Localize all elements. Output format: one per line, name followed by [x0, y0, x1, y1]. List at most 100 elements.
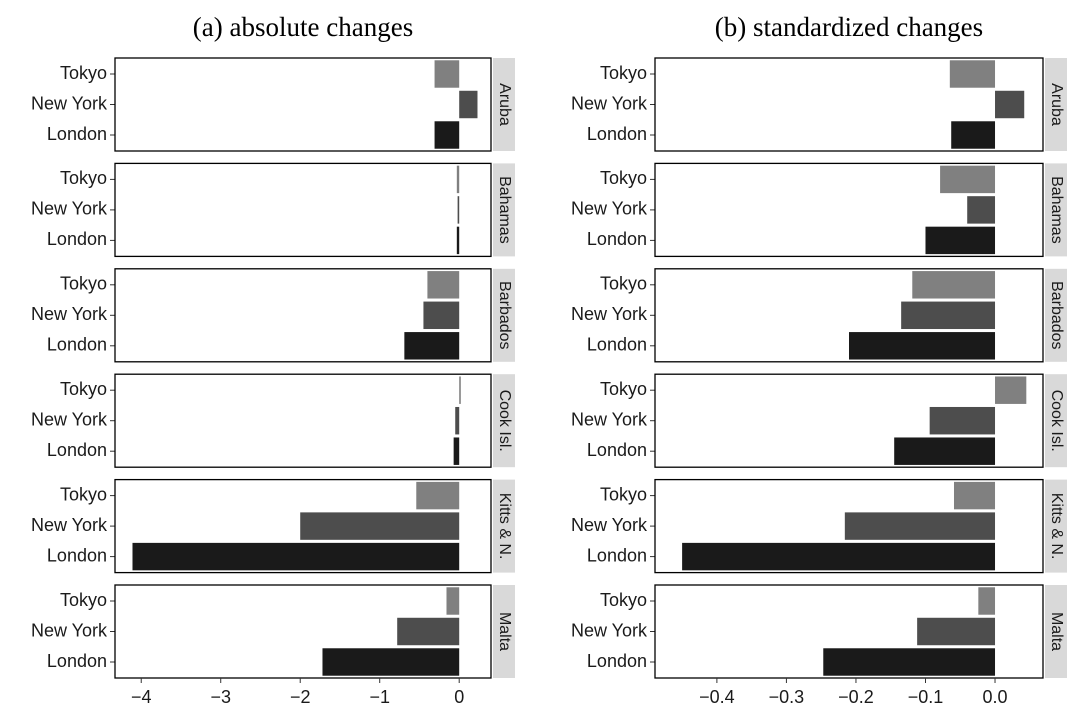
strip [1045, 479, 1067, 573]
y-tick-label: London [587, 440, 647, 460]
bar [917, 617, 996, 646]
bar [453, 437, 460, 465]
y-tick-label: New York [31, 409, 108, 429]
y-tick-label: London [587, 229, 647, 249]
y-tick-label: Tokyo [60, 379, 107, 399]
strip-label: Kitts & N. [1048, 493, 1065, 560]
y-tick-label: Tokyo [600, 484, 647, 504]
bar [132, 542, 460, 571]
y-tick-label: Tokyo [60, 168, 107, 188]
y-tick-label: New York [31, 93, 108, 113]
y-tick-label: London [47, 440, 107, 460]
panel-border [654, 57, 1044, 152]
panel-border [114, 57, 492, 152]
y-tick-label: New York [571, 620, 648, 640]
bar [434, 121, 460, 149]
y-tick-label: New York [571, 409, 648, 429]
y-tick-label: Tokyo [600, 168, 647, 188]
x-tick-label: −0.2 [838, 687, 874, 707]
y-tick-label: New York [31, 620, 108, 640]
y-tick-label: New York [571, 199, 648, 219]
y-tick-label: Tokyo [60, 484, 107, 504]
strip [493, 479, 515, 573]
panel-border [114, 584, 492, 679]
bar [446, 587, 460, 615]
strip-label: Malta [496, 612, 513, 651]
strip [1045, 58, 1067, 151]
bar [967, 196, 996, 224]
bar [849, 332, 996, 360]
bar [995, 90, 1025, 119]
bar [455, 406, 460, 435]
bar [416, 481, 460, 510]
y-tick-label: New York [31, 199, 108, 219]
y-tick-label: Tokyo [600, 63, 647, 83]
y-tick-label: New York [571, 304, 648, 324]
panel-background [115, 163, 491, 257]
y-tick-label: London [47, 651, 107, 671]
bar [434, 60, 460, 88]
x-tick-label: −0.1 [908, 687, 944, 707]
strip [493, 585, 515, 678]
bar [901, 301, 996, 330]
strip [1045, 585, 1067, 678]
y-tick-label: Tokyo [600, 590, 647, 610]
y-tick-label: London [47, 229, 107, 249]
strip [1045, 374, 1067, 468]
bar [995, 376, 1027, 404]
bar [456, 226, 460, 255]
bar [940, 165, 996, 194]
bar [456, 165, 460, 194]
bar [912, 271, 996, 299]
x-tick-label: −0.4 [699, 687, 735, 707]
x-tick-label: −1 [369, 687, 390, 707]
bar [894, 437, 996, 465]
bar [459, 376, 461, 404]
panel-border [114, 268, 492, 363]
x-tick-label: 0.0 [983, 687, 1008, 707]
y-tick-label: Tokyo [600, 274, 647, 294]
bar [978, 587, 996, 615]
y-tick-label: New York [571, 93, 648, 113]
x-tick-label: −3 [210, 687, 231, 707]
bar [322, 648, 460, 676]
strip-label: Malta [1048, 612, 1065, 651]
panel-border [654, 268, 1044, 363]
bar [953, 481, 996, 510]
x-tick-label: −2 [290, 687, 311, 707]
strip [493, 268, 515, 362]
strip-label: Aruba [1048, 83, 1065, 126]
panel-border [654, 478, 1044, 574]
bar [949, 60, 996, 88]
y-tick-label: London [47, 545, 107, 565]
panel-background [115, 374, 491, 468]
y-tick-label: Tokyo [60, 63, 107, 83]
chart-title: (a) absolute changes [193, 12, 413, 42]
y-tick-label: New York [31, 515, 108, 535]
y-tick-label: Tokyo [60, 274, 107, 294]
strip-label: Bahamas [1048, 176, 1065, 244]
panel-border [114, 162, 492, 258]
x-tick-label: −4 [131, 687, 152, 707]
bar [397, 617, 460, 646]
y-tick-label: London [587, 651, 647, 671]
bar [300, 512, 460, 540]
bar [925, 226, 996, 255]
strip-label: Bahamas [496, 176, 513, 244]
strip [1045, 268, 1067, 362]
chart-title: (b) standardized changes [715, 12, 983, 42]
bar [951, 121, 996, 149]
panel-background [115, 58, 491, 151]
strip-label: Kitts & N. [496, 493, 513, 560]
strip-label: Cook Isl. [496, 390, 513, 452]
panel-border [114, 478, 492, 574]
y-tick-label: London [47, 335, 107, 355]
strip-label: Aruba [496, 83, 513, 126]
y-tick-label: Tokyo [600, 379, 647, 399]
bar [823, 648, 996, 676]
strip-label: Barbados [496, 281, 513, 350]
strip [493, 163, 515, 257]
bar [457, 196, 460, 224]
strip [1045, 163, 1067, 257]
